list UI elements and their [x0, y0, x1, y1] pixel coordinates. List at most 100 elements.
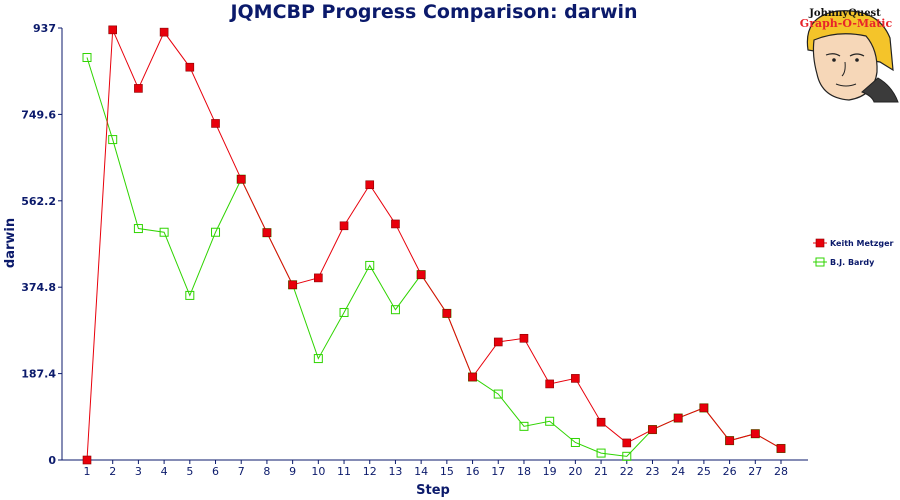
- x-tick-label: 22: [620, 465, 634, 478]
- x-axis-label: Step: [416, 483, 450, 498]
- data-point: [262, 228, 272, 238]
- legend-item: B.J. Bardy: [813, 257, 875, 267]
- x-tick-label: 17: [491, 465, 505, 478]
- x-tick-label: 9: [289, 465, 296, 478]
- data-point: [673, 413, 683, 423]
- chart-title: JQMCBP Progress Comparison: darwin: [228, 1, 637, 23]
- logo-line2: Graph-O-Matic: [800, 17, 893, 30]
- y-axis-label: darwin: [3, 218, 18, 268]
- x-tick-label: 4: [161, 465, 168, 478]
- data-point: [185, 290, 195, 300]
- data-point: [211, 227, 221, 237]
- data-point: [519, 421, 529, 431]
- data-point: [648, 425, 657, 434]
- x-tick-label: 6: [212, 465, 219, 478]
- x-tick-label: 3: [135, 465, 142, 478]
- data-point: [108, 25, 118, 35]
- legend-label: Keith Metzger: [830, 239, 894, 248]
- data-point: [391, 219, 400, 229]
- data-point: [545, 416, 555, 426]
- legend-item: Keith Metzger: [813, 238, 894, 248]
- data-point: [134, 84, 143, 93]
- x-tick-label: 1: [84, 465, 91, 478]
- data-point: [236, 174, 246, 184]
- legend: Keith Metzger B.J. Bardy: [813, 238, 894, 267]
- x-tick-label: 5: [186, 465, 193, 478]
- x-tick-label: 14: [414, 465, 428, 478]
- series-1: [82, 53, 786, 461]
- series-layer: [82, 25, 786, 465]
- data-point: [571, 374, 580, 383]
- data-point: [185, 62, 195, 72]
- x-tick-label: 8: [263, 465, 270, 478]
- series-0: [82, 25, 786, 465]
- data-point: [339, 221, 349, 231]
- data-point: [725, 436, 734, 445]
- x-tick-label: 25: [697, 465, 711, 478]
- data-point: [82, 53, 92, 63]
- data-point: [288, 280, 297, 290]
- data-point: [570, 437, 580, 447]
- legend-marker: [815, 257, 825, 267]
- data-point: [211, 119, 220, 128]
- x-tick-label: 15: [440, 465, 454, 478]
- logo: JohnnyQuest Graph-O-Matic: [800, 8, 899, 103]
- data-point: [493, 389, 503, 399]
- data-point: [339, 307, 349, 317]
- logo-line1: JohnnyQuest: [808, 8, 881, 19]
- data-point: [468, 372, 477, 382]
- x-tick-label: 13: [388, 465, 402, 478]
- x-tick-label: 10: [311, 465, 325, 478]
- series-line: [86, 57, 782, 457]
- data-point: [442, 309, 452, 318]
- data-point: [750, 429, 760, 439]
- y-tick-label: 937: [33, 22, 56, 35]
- series-line: [86, 29, 782, 461]
- x-tick-label: 24: [671, 465, 685, 478]
- data-point: [622, 438, 632, 448]
- data-point: [390, 305, 400, 315]
- x-tick-label: 20: [568, 465, 582, 478]
- data-point: [82, 455, 92, 465]
- data-point: [159, 27, 169, 37]
- data-point: [133, 224, 143, 234]
- data-point: [159, 227, 169, 237]
- x-tick-label: 28: [774, 465, 788, 478]
- data-point: [493, 337, 503, 347]
- y-tick-label: 749.6: [21, 108, 56, 121]
- x-tick-label: 18: [517, 465, 531, 478]
- data-point: [313, 354, 323, 364]
- x-tick-label: 11: [337, 465, 351, 478]
- data-point: [519, 333, 529, 343]
- data-point: [545, 379, 554, 389]
- x-tick-label: 2: [109, 465, 116, 478]
- x-tick-label: 7: [238, 465, 245, 478]
- y-tick-label: 562.2: [21, 195, 56, 208]
- legend-label: B.J. Bardy: [830, 258, 875, 267]
- data-point: [416, 270, 426, 279]
- x-tick-label: 27: [748, 465, 762, 478]
- x-tick-label: 21: [594, 465, 608, 478]
- data-point: [314, 273, 323, 283]
- data-point: [622, 451, 632, 461]
- y-ticks: 0 187.4 374.8 562.2 749.6 937: [21, 22, 62, 467]
- data-point: [776, 444, 786, 453]
- data-point: [699, 403, 709, 413]
- data-point: [365, 260, 375, 270]
- cartoon-face-icon: [806, 10, 899, 103]
- y-tick-label: 187.4: [21, 368, 56, 381]
- data-point: [596, 417, 606, 427]
- x-tick-label: 19: [543, 465, 557, 478]
- x-tick-label: 16: [466, 465, 480, 478]
- x-ticks: 1 2 3 4 5 6 7 8 9 10 11 12 13 14 15 16 17 18 19 20 21 22 23 24 2…: [84, 460, 788, 478]
- x-tick-label: 23: [645, 465, 659, 478]
- data-point: [596, 448, 606, 458]
- y-tick-label: 0: [48, 454, 56, 467]
- y-tick-label: 374.8: [21, 281, 56, 294]
- data-point: [365, 180, 375, 190]
- legend-marker: [815, 238, 825, 248]
- x-tick-label: 26: [723, 465, 737, 478]
- data-point: [108, 135, 118, 145]
- x-tick-label: 12: [363, 465, 377, 478]
